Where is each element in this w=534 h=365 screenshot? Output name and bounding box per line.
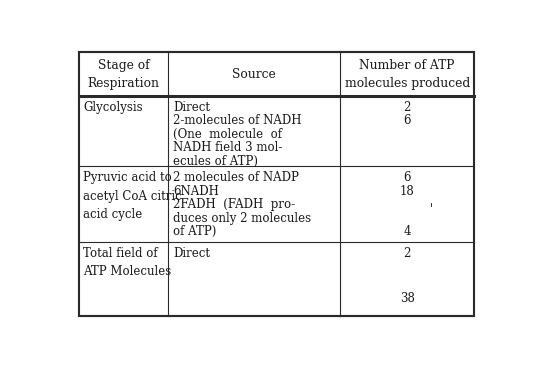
Text: 18: 18 (400, 185, 414, 197)
Text: Total field of
ATP Molecules: Total field of ATP Molecules (83, 247, 171, 278)
Text: 2: 2 (404, 101, 411, 114)
Text: 4: 4 (403, 225, 411, 238)
Text: 6: 6 (403, 171, 411, 184)
Text: Glycolysis: Glycolysis (83, 101, 143, 114)
Text: Source: Source (232, 68, 276, 81)
Text: Number of ATP
molecules produced: Number of ATP molecules produced (344, 58, 470, 89)
Text: 2FADH  (FADH  pro-: 2FADH (FADH pro- (173, 198, 295, 211)
Text: 2-molecules of NADH: 2-molecules of NADH (173, 114, 302, 127)
Text: duces only 2 molecules: duces only 2 molecules (173, 212, 311, 224)
Text: 38: 38 (400, 292, 414, 305)
Text: NADH field 3 mol-: NADH field 3 mol- (173, 141, 282, 154)
Text: of ATP): of ATP) (173, 225, 216, 238)
Text: ': ' (429, 203, 433, 216)
Text: Pyruvic acid to
acetyl CoA citric
acid cycle: Pyruvic acid to acetyl CoA citric acid c… (83, 171, 182, 221)
Text: (One  molecule  of: (One molecule of (173, 128, 282, 141)
Text: ecules of ATP): ecules of ATP) (173, 155, 258, 168)
Text: 2 molecules of NADP: 2 molecules of NADP (173, 171, 299, 184)
Text: 2: 2 (404, 247, 411, 260)
Text: Direct: Direct (173, 101, 210, 114)
Text: Stage of
Respiration: Stage of Respiration (88, 58, 160, 89)
Text: 6: 6 (403, 114, 411, 127)
Text: Direct: Direct (173, 247, 210, 260)
Text: 6NADH: 6NADH (173, 185, 219, 197)
